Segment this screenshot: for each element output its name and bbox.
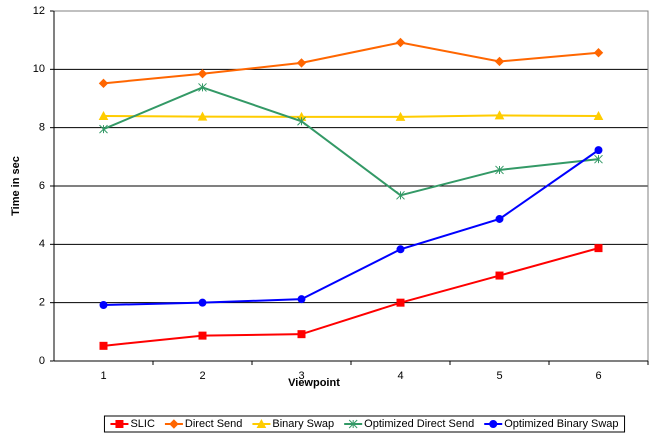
marker	[495, 214, 504, 223]
marker	[495, 271, 504, 280]
marker	[495, 165, 504, 175]
marker	[99, 301, 108, 309]
marker	[297, 116, 306, 126]
marker	[594, 146, 603, 155]
marker	[396, 298, 405, 307]
x-tick-label: 6	[595, 370, 601, 382]
marker	[395, 37, 406, 48]
marker	[494, 56, 505, 67]
y-tick-label: 4	[39, 238, 45, 250]
marker	[489, 420, 498, 428]
series-line	[103, 41, 599, 85]
x-tick-label: 1	[100, 370, 106, 382]
marker	[99, 124, 108, 134]
marker	[395, 111, 406, 121]
legend-label: Optimized Direct Send	[364, 418, 474, 430]
marker	[296, 58, 307, 68]
marker	[197, 111, 208, 121]
marker	[169, 419, 179, 429]
y-tick-label: 12	[33, 5, 45, 17]
series-line	[103, 114, 599, 118]
marker	[593, 110, 604, 120]
marker	[256, 418, 267, 428]
marker	[593, 48, 604, 58]
y-tick-label: 8	[39, 122, 45, 134]
marker	[297, 295, 306, 304]
x-tick-label: 3	[298, 370, 304, 382]
series-line	[103, 247, 599, 347]
legend-label: Binary Swap	[272, 418, 334, 430]
legend-box	[103, 415, 626, 433]
y-tick-label: 10	[33, 63, 45, 75]
y-tick-label: 0	[39, 355, 45, 367]
marker	[494, 110, 505, 120]
y-tick-label: 2	[39, 297, 45, 309]
legend-label: Direct Send	[185, 418, 242, 430]
marker	[297, 330, 306, 339]
marker	[99, 341, 108, 350]
y-tick-label: 6	[39, 180, 45, 192]
x-tick-label: 2	[199, 370, 205, 382]
legend: SLIC Direct Send Binary Swap Optimized Dire…	[103, 415, 626, 433]
marker	[198, 298, 207, 307]
series-line	[103, 149, 600, 306]
legend-label: Optimized Binary Swap	[504, 418, 618, 430]
marker	[594, 154, 603, 164]
marker	[198, 331, 207, 340]
marker	[198, 83, 207, 92]
series-line	[103, 86, 599, 197]
marker	[594, 244, 603, 253]
y-axis-label: Time in sec	[10, 156, 22, 216]
marker	[396, 245, 405, 254]
marker	[115, 420, 124, 428]
x-tick-label: 4	[397, 370, 403, 382]
marker	[197, 69, 208, 79]
marker	[98, 78, 109, 89]
marker	[396, 190, 405, 200]
marker	[98, 110, 109, 120]
x-axis-label: Viewpoint	[288, 377, 340, 389]
marker	[348, 419, 358, 429]
x-tick-label: 5	[496, 370, 502, 382]
legend-label: SLIC	[130, 418, 155, 430]
